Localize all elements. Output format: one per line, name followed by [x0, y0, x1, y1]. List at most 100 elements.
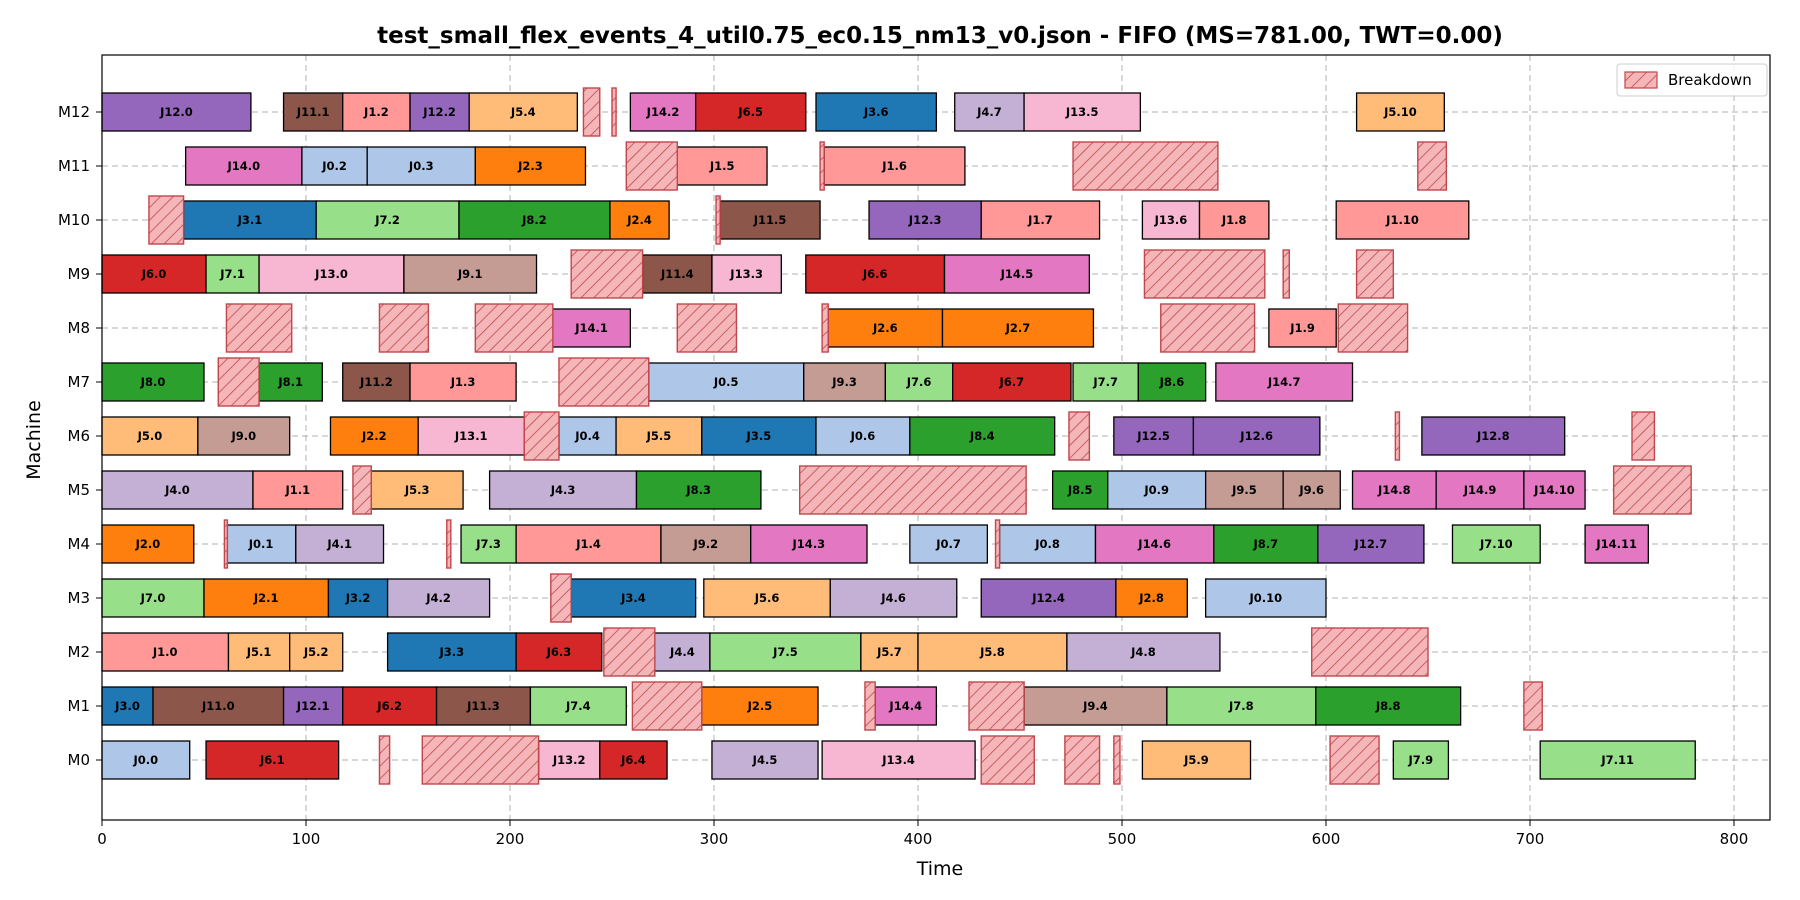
- chart-title: test_small_flex_events_4_util0.75_ec0.15…: [377, 23, 1503, 49]
- operation-bar: [694, 92, 807, 132]
- operation-bar: [225, 524, 297, 564]
- operation-bar: [711, 254, 782, 294]
- operation-bar: [1094, 524, 1215, 564]
- operation-label: J13.1: [454, 429, 488, 443]
- operation-label: J2.8: [1138, 591, 1164, 605]
- operation-label: J1.3: [450, 375, 476, 389]
- operation-label: J9.5: [1231, 483, 1257, 497]
- operation-bar: [1141, 740, 1252, 780]
- operation-label: J0.1: [248, 537, 274, 551]
- operation-bar: [1198, 200, 1270, 240]
- x-tick-label: 0: [97, 830, 107, 848]
- operation-label: J7.0: [140, 591, 166, 605]
- operation-label: J0.2: [321, 159, 347, 173]
- operation-bar: [1282, 470, 1341, 510]
- operation-bar: [252, 470, 344, 510]
- operation-bar: [635, 470, 762, 510]
- operation-bar: [1215, 362, 1354, 402]
- operation-bar: [329, 416, 419, 456]
- operation-bar: [515, 524, 662, 564]
- operation-label: J6.5: [737, 105, 763, 119]
- operation-bar: [184, 146, 303, 186]
- breakdown-bar: [676, 303, 738, 353]
- operation-label: J4.2: [425, 591, 451, 605]
- operation-label: J12.8: [1476, 429, 1510, 443]
- operation-label: J5.3: [404, 483, 430, 497]
- y-tick-label: M7: [68, 373, 91, 391]
- operation-label: J11.1: [296, 105, 330, 119]
- operation-label: J1.6: [881, 159, 907, 173]
- operation-label: J7.7: [1092, 375, 1118, 389]
- operation-label: J14.2: [646, 105, 680, 119]
- x-tick-label: 500: [1108, 830, 1137, 848]
- operation-bar: [1355, 92, 1445, 132]
- breakdown-bar: [570, 249, 644, 299]
- operation-label: J2.1: [253, 591, 279, 605]
- x-tick-label: 100: [292, 830, 321, 848]
- operation-bar: [821, 740, 976, 780]
- breakdown-bar: [798, 465, 1027, 515]
- operation-label: J6.1: [259, 753, 285, 767]
- operation-bar: [750, 524, 868, 564]
- operation-bar: [648, 362, 805, 402]
- operation-label: J3.2: [345, 591, 371, 605]
- operation-bar: [295, 524, 385, 564]
- y-tick-label: M4: [68, 535, 91, 553]
- operation-label: J4.1: [326, 537, 352, 551]
- operation-label: J11.2: [359, 375, 393, 389]
- y-tick-label: M9: [68, 265, 91, 283]
- operation-label: J5.7: [876, 645, 902, 659]
- operation-label: J9.4: [1082, 699, 1108, 713]
- operation-label: J11.5: [753, 213, 787, 227]
- operation-bar: [101, 470, 254, 510]
- operation-bar: [342, 92, 411, 132]
- operation-bar: [1268, 308, 1337, 348]
- y-tick-label: M11: [58, 157, 90, 175]
- breakdown-bar: [550, 573, 572, 623]
- operation-bar: [101, 524, 195, 564]
- operation-bar: [703, 578, 831, 618]
- breakdown-bar: [1631, 411, 1656, 461]
- operation-label: J3.4: [620, 591, 646, 605]
- operation-bar: [289, 632, 344, 672]
- breakdown-bar: [558, 357, 650, 407]
- operation-label: J14.7: [1267, 375, 1301, 389]
- operation-label: J2.6: [872, 321, 898, 335]
- y-tick-label: M2: [68, 643, 91, 661]
- operation-label: J12.0: [159, 105, 193, 119]
- operation-bar: [101, 632, 230, 672]
- operation-bar: [1107, 470, 1207, 510]
- y-axis-label: Machine: [23, 400, 45, 480]
- breakdown-bar: [1355, 249, 1395, 299]
- breakdown-bar: [1068, 411, 1091, 461]
- legend-breakdown-swatch: [1624, 71, 1658, 89]
- operation-bar: [403, 254, 538, 294]
- operation-label: J4.4: [669, 645, 695, 659]
- operation-label: J2.0: [135, 537, 161, 551]
- operation-label: J12.5: [1136, 429, 1170, 443]
- operation-bar: [282, 686, 344, 726]
- operation-label: J1.4: [575, 537, 601, 551]
- operation-bar: [1066, 632, 1221, 672]
- operation-bar: [468, 92, 578, 132]
- operation-bar: [488, 470, 638, 510]
- operation-label: J1.2: [363, 105, 389, 119]
- breakdown-bar: [378, 735, 391, 785]
- operation-label: J1.0: [152, 645, 178, 659]
- operation-label: J11.3: [466, 699, 500, 713]
- operation-label: J14.6: [1137, 537, 1171, 551]
- operation-label: J5.1: [246, 645, 272, 659]
- operation-label: J3.1: [237, 213, 263, 227]
- operation-label: J14.5: [1000, 267, 1034, 281]
- operation-label: J6.4: [620, 753, 646, 767]
- breakdown-bar: [1612, 465, 1692, 515]
- breakdown-bar: [603, 627, 656, 677]
- operation-label: J11.0: [201, 699, 235, 713]
- operation-label: J4.0: [164, 483, 190, 497]
- operation-bar: [227, 632, 291, 672]
- y-tick-label: M1: [68, 697, 91, 715]
- breakdown-bar: [582, 87, 601, 137]
- operation-label: J5.4: [510, 105, 536, 119]
- operation-label: J13.6: [1154, 213, 1188, 227]
- operation-bar: [629, 92, 697, 132]
